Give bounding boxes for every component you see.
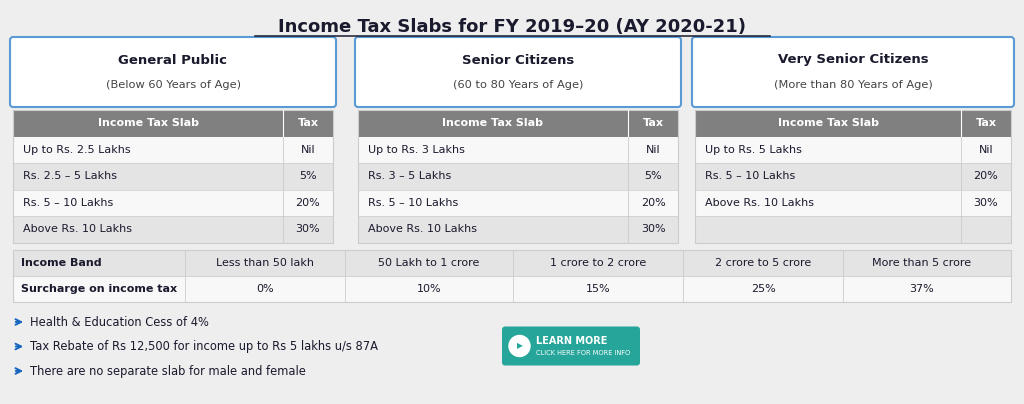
Text: 20%: 20% (296, 198, 321, 208)
Bar (695, 216, 1011, 242)
Text: 30%: 30% (641, 224, 666, 234)
FancyBboxPatch shape (502, 326, 640, 366)
Text: Tax: Tax (642, 118, 664, 128)
Text: 50 Lakh to 1 crore: 50 Lakh to 1 crore (378, 258, 479, 268)
Text: Income Tax Slab: Income Tax Slab (777, 118, 879, 128)
Text: 20%: 20% (974, 171, 998, 181)
Circle shape (509, 335, 530, 356)
Bar (695, 110, 1011, 242)
Text: (Below 60 Years of Age): (Below 60 Years of Age) (105, 80, 241, 90)
Text: Very Senior Citizens: Very Senior Citizens (777, 53, 929, 67)
Text: More than 5 crore: More than 5 crore (872, 258, 971, 268)
Bar (695, 163, 1011, 189)
Text: General Public: General Public (119, 53, 227, 67)
Text: (More than 80 Years of Age): (More than 80 Years of Age) (773, 80, 933, 90)
Text: Health & Education Cess of 4%: Health & Education Cess of 4% (30, 316, 209, 328)
FancyBboxPatch shape (692, 37, 1014, 107)
Text: Rs. 3 – 5 Lakhs: Rs. 3 – 5 Lakhs (368, 171, 452, 181)
Text: Income Tax Slab: Income Tax Slab (97, 118, 199, 128)
Text: Senior Citizens: Senior Citizens (462, 53, 574, 67)
Text: 5%: 5% (299, 171, 316, 181)
Text: 2 crore to 5 crore: 2 crore to 5 crore (715, 258, 811, 268)
Text: Rs. 2.5 – 5 Lakhs: Rs. 2.5 – 5 Lakhs (23, 171, 117, 181)
Text: Rs. 5 – 10 Lakhs: Rs. 5 – 10 Lakhs (23, 198, 114, 208)
Text: Above Rs. 10 Lakhs: Above Rs. 10 Lakhs (23, 224, 132, 234)
Bar (695, 189, 1011, 216)
Text: 30%: 30% (296, 224, 321, 234)
Text: Surcharge on income tax: Surcharge on income tax (22, 284, 177, 294)
Bar (695, 110, 1011, 137)
Bar (13, 189, 333, 216)
Bar (358, 216, 678, 242)
Text: Tax: Tax (976, 118, 996, 128)
Text: Up to Rs. 5 Lakhs: Up to Rs. 5 Lakhs (705, 145, 802, 155)
Text: Income Tax Slab: Income Tax Slab (442, 118, 544, 128)
Bar (358, 189, 678, 216)
Text: 30%: 30% (974, 198, 998, 208)
Text: Income Band: Income Band (22, 258, 101, 268)
FancyBboxPatch shape (355, 37, 681, 107)
Bar (695, 137, 1011, 163)
Text: 1 crore to 2 crore: 1 crore to 2 crore (550, 258, 646, 268)
Text: Above Rs. 10 Lakhs: Above Rs. 10 Lakhs (368, 224, 477, 234)
Text: 15%: 15% (586, 284, 610, 294)
Text: Tax Rebate of Rs 12,500 for income up to Rs 5 lakhs u/s 87A: Tax Rebate of Rs 12,500 for income up to… (30, 340, 378, 353)
Bar (13, 250, 1011, 276)
Bar (358, 163, 678, 189)
Bar (13, 163, 333, 189)
Bar (358, 110, 678, 242)
Text: Nil: Nil (979, 145, 993, 155)
Bar (13, 110, 333, 242)
Text: Above Rs. 10 Lakhs: Above Rs. 10 Lakhs (705, 198, 814, 208)
Bar (13, 216, 333, 242)
Text: ▶: ▶ (516, 341, 522, 351)
Text: 0%: 0% (256, 284, 273, 294)
Bar (13, 137, 333, 163)
Text: Income Tax Slabs for FY 2019–20 (AY 2020-21): Income Tax Slabs for FY 2019–20 (AY 2020… (278, 18, 746, 36)
Text: 37%: 37% (909, 284, 934, 294)
Text: Tax: Tax (298, 118, 318, 128)
Text: Up to Rs. 2.5 Lakhs: Up to Rs. 2.5 Lakhs (23, 145, 131, 155)
Text: Nil: Nil (301, 145, 315, 155)
Text: CLICK HERE FOR MORE INFO: CLICK HERE FOR MORE INFO (536, 349, 630, 356)
Text: Rs. 5 – 10 Lakhs: Rs. 5 – 10 Lakhs (705, 171, 796, 181)
Bar (358, 110, 678, 137)
Text: Less than 50 lakh: Less than 50 lakh (216, 258, 314, 268)
Text: Up to Rs. 3 Lakhs: Up to Rs. 3 Lakhs (368, 145, 465, 155)
Text: Rs. 5 – 10 Lakhs: Rs. 5 – 10 Lakhs (368, 198, 459, 208)
Text: 5%: 5% (644, 171, 662, 181)
Text: Nil: Nil (646, 145, 660, 155)
Bar (13, 110, 333, 137)
Text: 25%: 25% (751, 284, 775, 294)
FancyBboxPatch shape (10, 37, 336, 107)
Text: LEARN MORE: LEARN MORE (536, 336, 607, 346)
Text: 20%: 20% (641, 198, 666, 208)
Text: 10%: 10% (417, 284, 441, 294)
Text: There are no separate slab for male and female: There are no separate slab for male and … (30, 364, 306, 377)
Bar (358, 137, 678, 163)
Text: (60 to 80 Years of Age): (60 to 80 Years of Age) (453, 80, 584, 90)
Bar (13, 276, 1011, 302)
Bar (13, 250, 1011, 302)
